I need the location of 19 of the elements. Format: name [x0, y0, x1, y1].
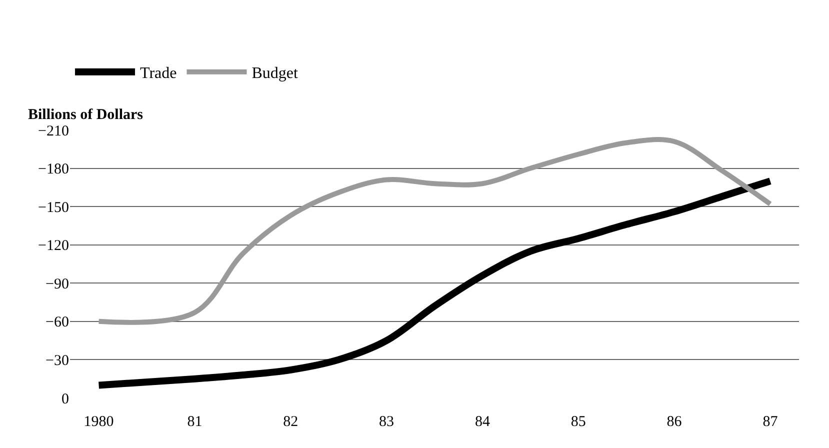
legend-label: Budget [252, 65, 299, 82]
x-tick-label: 1980 [84, 414, 114, 430]
y-tick-label: −210 [38, 123, 69, 140]
y-tick-label: −30 [46, 352, 69, 369]
y-tick-label: −120 [38, 238, 69, 254]
x-tick-label: 81 [187, 414, 202, 430]
y-axis-title: Billions of Dollars [28, 107, 144, 123]
x-tick-label: 84 [474, 414, 490, 430]
y-tick-label: −180 [38, 162, 69, 178]
y-tick-label: −150 [38, 200, 69, 216]
x-tick-label: 86 [666, 414, 682, 430]
x-tick-label: 82 [283, 414, 298, 430]
x-tick-label: 85 [570, 414, 586, 430]
x-tick-label: 83 [379, 414, 394, 430]
y-tick-label: −90 [46, 276, 69, 292]
legend-label: Trade [140, 65, 177, 82]
y-tick-label: 0 [62, 391, 69, 408]
x-tick-label: 87 [762, 414, 778, 430]
y-tick-label: −60 [46, 314, 69, 331]
